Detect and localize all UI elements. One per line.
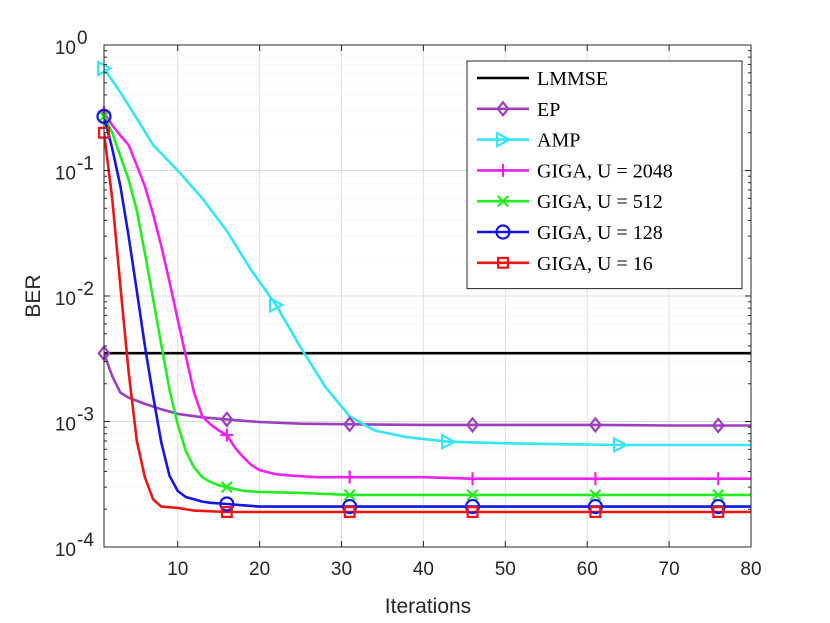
x-tick-label-70: 70 — [659, 559, 680, 580]
x-tick-label-30: 30 — [331, 559, 352, 580]
legend-label-giga-u-128: GIGA, U = 128 — [537, 222, 663, 244]
marker-giga-u-16-76 — [712, 506, 725, 518]
marker-giga-u-2048-61 — [588, 472, 602, 486]
legend-label-amp: AMP — [537, 130, 580, 152]
series-line-amp — [104, 67, 751, 447]
legend-label-giga-u-2048: GIGA, U = 2048 — [537, 160, 673, 182]
x-tick-label-20: 20 — [249, 559, 270, 580]
series-line-giga-u-512 — [104, 115, 751, 497]
y-axis-label: BER — [22, 274, 45, 317]
marker-ep-61 — [588, 416, 603, 434]
x-tick-label-50: 50 — [495, 559, 516, 580]
marker-giga-u-512-61 — [589, 488, 602, 501]
marker-ep-31 — [343, 416, 357, 433]
marker-giga-u-128-31 — [342, 498, 358, 515]
series-line-ep — [104, 352, 751, 427]
marker-giga-u-16-61 — [589, 506, 602, 518]
legend-label-giga-u-16: GIGA, U = 16 — [537, 253, 653, 275]
marker-giga-u-128-46 — [464, 498, 481, 515]
marker-amp-64 — [613, 436, 629, 454]
y-tick-label--1: 10 — [55, 164, 76, 185]
marker-amp-22 — [269, 296, 285, 314]
marker-ep-46 — [465, 416, 480, 434]
marker-giga-u-512-76 — [712, 488, 725, 501]
marker-giga-u-512-31 — [343, 488, 356, 501]
marker-giga-u-16-31 — [343, 506, 356, 518]
series-line-giga-u-16 — [104, 132, 751, 514]
y-tick-label--3: 10 — [55, 415, 76, 436]
x-tick-label-10: 10 — [167, 559, 188, 580]
marker-giga-u-128-76 — [710, 498, 726, 515]
legend-marker-ep — [496, 100, 510, 118]
series-line-giga-u-2048 — [104, 111, 751, 480]
x-tick-label-40: 40 — [413, 559, 434, 580]
y-tick-label-0: 10 — [55, 38, 76, 59]
marker-ep-76 — [711, 417, 725, 434]
legend-marker-giga-u-16 — [497, 256, 509, 269]
grid — [104, 45, 751, 547]
y-tick-exponent--1: -1 — [77, 154, 94, 175]
y-tick-label--2: 10 — [55, 289, 76, 310]
marker-giga-u-2048-16 — [220, 428, 234, 442]
y-tick-exponent-0: 0 — [77, 28, 88, 49]
marker-giga-u-16-46 — [466, 506, 479, 518]
x-tick-label-80: 80 — [740, 559, 761, 580]
marker-giga-u-512-16 — [220, 481, 233, 494]
marker-ep-16 — [220, 411, 234, 428]
x-tick-label-60: 60 — [577, 559, 598, 580]
y-tick-exponent--3: -3 — [77, 405, 94, 426]
legend-marker-amp — [496, 131, 512, 148]
y-tick-exponent--4: -4 — [77, 530, 94, 551]
marker-giga-u-16-16 — [220, 506, 233, 518]
marker-giga-u-2048-76 — [711, 472, 725, 486]
x-axis-label: Iterations — [385, 595, 471, 618]
legend-marker-giga-u-2048 — [496, 163, 510, 177]
y-tick-exponent--2: -2 — [77, 279, 94, 300]
marker-giga-u-2048-31 — [343, 470, 357, 484]
series-line-giga-u-128 — [104, 116, 751, 508]
series-layer — [104, 67, 751, 514]
legend-marker-giga-u-128 — [495, 224, 511, 240]
marker-giga-u-128-16 — [219, 496, 235, 512]
marker-amp-43 — [441, 433, 457, 451]
legend-label-ep: EP — [537, 99, 560, 121]
legend-marker-giga-u-512 — [497, 195, 509, 208]
marker-giga-u-128-61 — [587, 498, 603, 515]
marker-giga-u-512-46 — [466, 488, 479, 501]
marker-giga-u-2048-46 — [466, 472, 480, 486]
legend-label-giga-u-512: GIGA, U = 512 — [537, 191, 663, 213]
legend-box — [466, 60, 743, 290]
legend-label-lmmse: LMMSE — [537, 68, 608, 90]
y-tick-label--4: 10 — [55, 540, 76, 561]
legend: LMMSE EP AMP GIGA, U = 2048 GIGA, U = 512 GIG… — [466, 60, 743, 290]
